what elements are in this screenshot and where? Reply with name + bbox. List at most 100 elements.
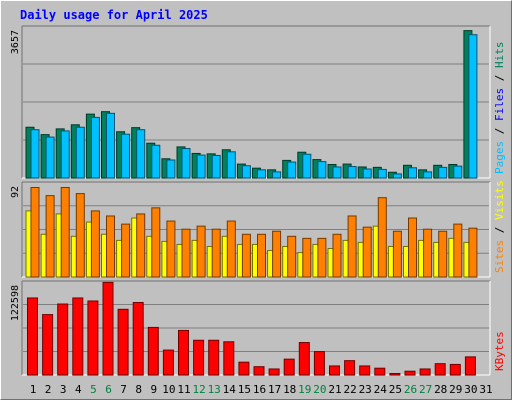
x-tick-label-4: 4: [75, 383, 82, 396]
x-tick-label-10: 10: [162, 383, 175, 396]
x-tick-label-9: 9: [150, 383, 157, 396]
x-tick-label-27: 27: [419, 383, 432, 396]
top-bar-pages: [453, 165, 463, 179]
x-tick-label-17: 17: [268, 383, 281, 396]
top-bar-pages: [121, 133, 131, 179]
x-tick-label-1: 1: [30, 383, 37, 396]
bottom-bar-kbytes: [178, 329, 189, 376]
bottom-bar-kbytes: [72, 297, 84, 376]
x-tick-label-29: 29: [449, 383, 462, 396]
middle-bar-sites: [408, 217, 417, 278]
middle-bar-sites: [136, 213, 146, 278]
bottom-bar-kbytes: [404, 370, 416, 376]
top-bar-pages: [211, 154, 221, 179]
bottom-bar-kbytes: [117, 308, 129, 376]
x-tick-label-24: 24: [374, 383, 388, 396]
middle-bar-sites: [287, 235, 297, 278]
bottom-bar-kbytes: [27, 297, 38, 376]
top-legend-entry: Hits: [493, 42, 506, 69]
middle-bar-sites: [60, 186, 70, 278]
bottom-bar-kbytes: [344, 360, 356, 376]
middle-bar-sites: [317, 237, 327, 278]
bottom-bar-kbytes: [268, 368, 280, 376]
top-bar-pages: [106, 112, 115, 179]
middle-bar-sites: [438, 230, 448, 278]
top-bar-pages: [196, 154, 206, 179]
bottom-bar-kbytes: [87, 300, 99, 376]
x-tick-label-5: 5: [90, 383, 97, 396]
top-bar-pages: [287, 161, 297, 179]
top-bar-pages: [30, 129, 40, 179]
bottom-bar-kbytes: [193, 339, 205, 376]
bottom-bar-kbytes: [283, 358, 295, 376]
top-bar-pages: [362, 168, 372, 179]
top-legend-entry: /: [493, 121, 506, 141]
top-bar-pages: [90, 116, 100, 179]
bottom-bar-kbytes: [42, 314, 54, 376]
x-tick-label-8: 8: [135, 383, 142, 396]
bottom-bar-kbytes: [374, 367, 386, 376]
top-bar-pages: [347, 166, 357, 179]
bottom-bar-kbytes: [132, 301, 144, 376]
middle-bar-sites: [332, 233, 342, 278]
middle-bar-sites: [362, 226, 372, 278]
middle-legend-entry: Visits: [493, 180, 506, 220]
bottom-bar-kbytes: [147, 326, 159, 376]
chart-title: Daily usage for April 2025: [20, 8, 208, 22]
middle-bar-sites: [226, 220, 236, 278]
x-tick-label-14: 14: [223, 383, 237, 396]
middle-bar-sites: [196, 225, 206, 278]
bottom-bar-kbytes: [464, 356, 476, 376]
x-tick-label-16: 16: [253, 383, 266, 396]
middle-bar-sites: [453, 223, 463, 278]
top-bar-pages: [136, 129, 146, 179]
middle-bar-sites: [106, 215, 115, 278]
top-bar-pages: [75, 126, 85, 179]
bottom-bar-kbytes: [359, 365, 371, 376]
bottom-bar-kbytes: [253, 366, 265, 376]
middle-bar-sites: [166, 220, 176, 278]
x-tick-label-13: 13: [208, 383, 221, 396]
top-legend: Pages / Files / Hits: [493, 42, 506, 175]
x-tick-label-12: 12: [192, 383, 205, 396]
x-tick-label-22: 22: [343, 383, 356, 396]
x-tick-label-23: 23: [359, 383, 372, 396]
middle-legend-entry: Sites: [493, 240, 506, 273]
top-legend-entry: Files: [493, 88, 506, 121]
x-tick-label-31: 31: [479, 383, 492, 396]
middle-bar-sites: [392, 230, 402, 278]
top-bar-pages: [408, 167, 417, 179]
top-bar-pages: [241, 165, 251, 179]
top-bar-pages: [60, 130, 70, 179]
middle-bar-sites: [468, 227, 478, 278]
top-legend-entry: Pages: [493, 141, 506, 174]
top-bar-pages: [166, 159, 176, 179]
middle-legend-entry: /: [493, 220, 506, 240]
top-bar-pages: [226, 151, 236, 179]
middle-bar-sites: [377, 197, 387, 278]
middle-bar-sites: [121, 223, 131, 278]
bottom-bar-kbytes: [449, 363, 461, 376]
x-tick-label-11: 11: [177, 383, 190, 396]
bottom-bar-kbytes: [102, 281, 114, 376]
bottom-bar-kbytes: [313, 351, 325, 376]
middle-bar-sites: [347, 215, 357, 278]
bottom-legend-entry: KBytes: [493, 331, 506, 371]
bottom-bar-kbytes: [434, 363, 446, 376]
x-tick-label-19: 19: [298, 383, 311, 396]
bottom-bar-kbytes: [162, 349, 174, 376]
middle-bar-sites: [302, 237, 312, 278]
bottom-legend: KBytes: [493, 331, 506, 371]
top-scale-label: 3657: [10, 30, 21, 54]
bottom-bar-kbytes: [389, 372, 401, 376]
top-legend-entry: /: [493, 68, 506, 88]
x-tick-label-28: 28: [434, 383, 447, 396]
middle-bar-sites: [272, 230, 282, 278]
top-bar-pages: [45, 136, 55, 179]
x-tick-label-3: 3: [60, 383, 67, 396]
bottom-bar-kbytes: [223, 341, 235, 376]
middle-bar-sites: [30, 186, 40, 278]
bottom-bar-kbytes: [298, 342, 310, 376]
bottom-bar-kbytes: [57, 303, 69, 376]
bottom-bar-kbytes: [208, 339, 220, 376]
